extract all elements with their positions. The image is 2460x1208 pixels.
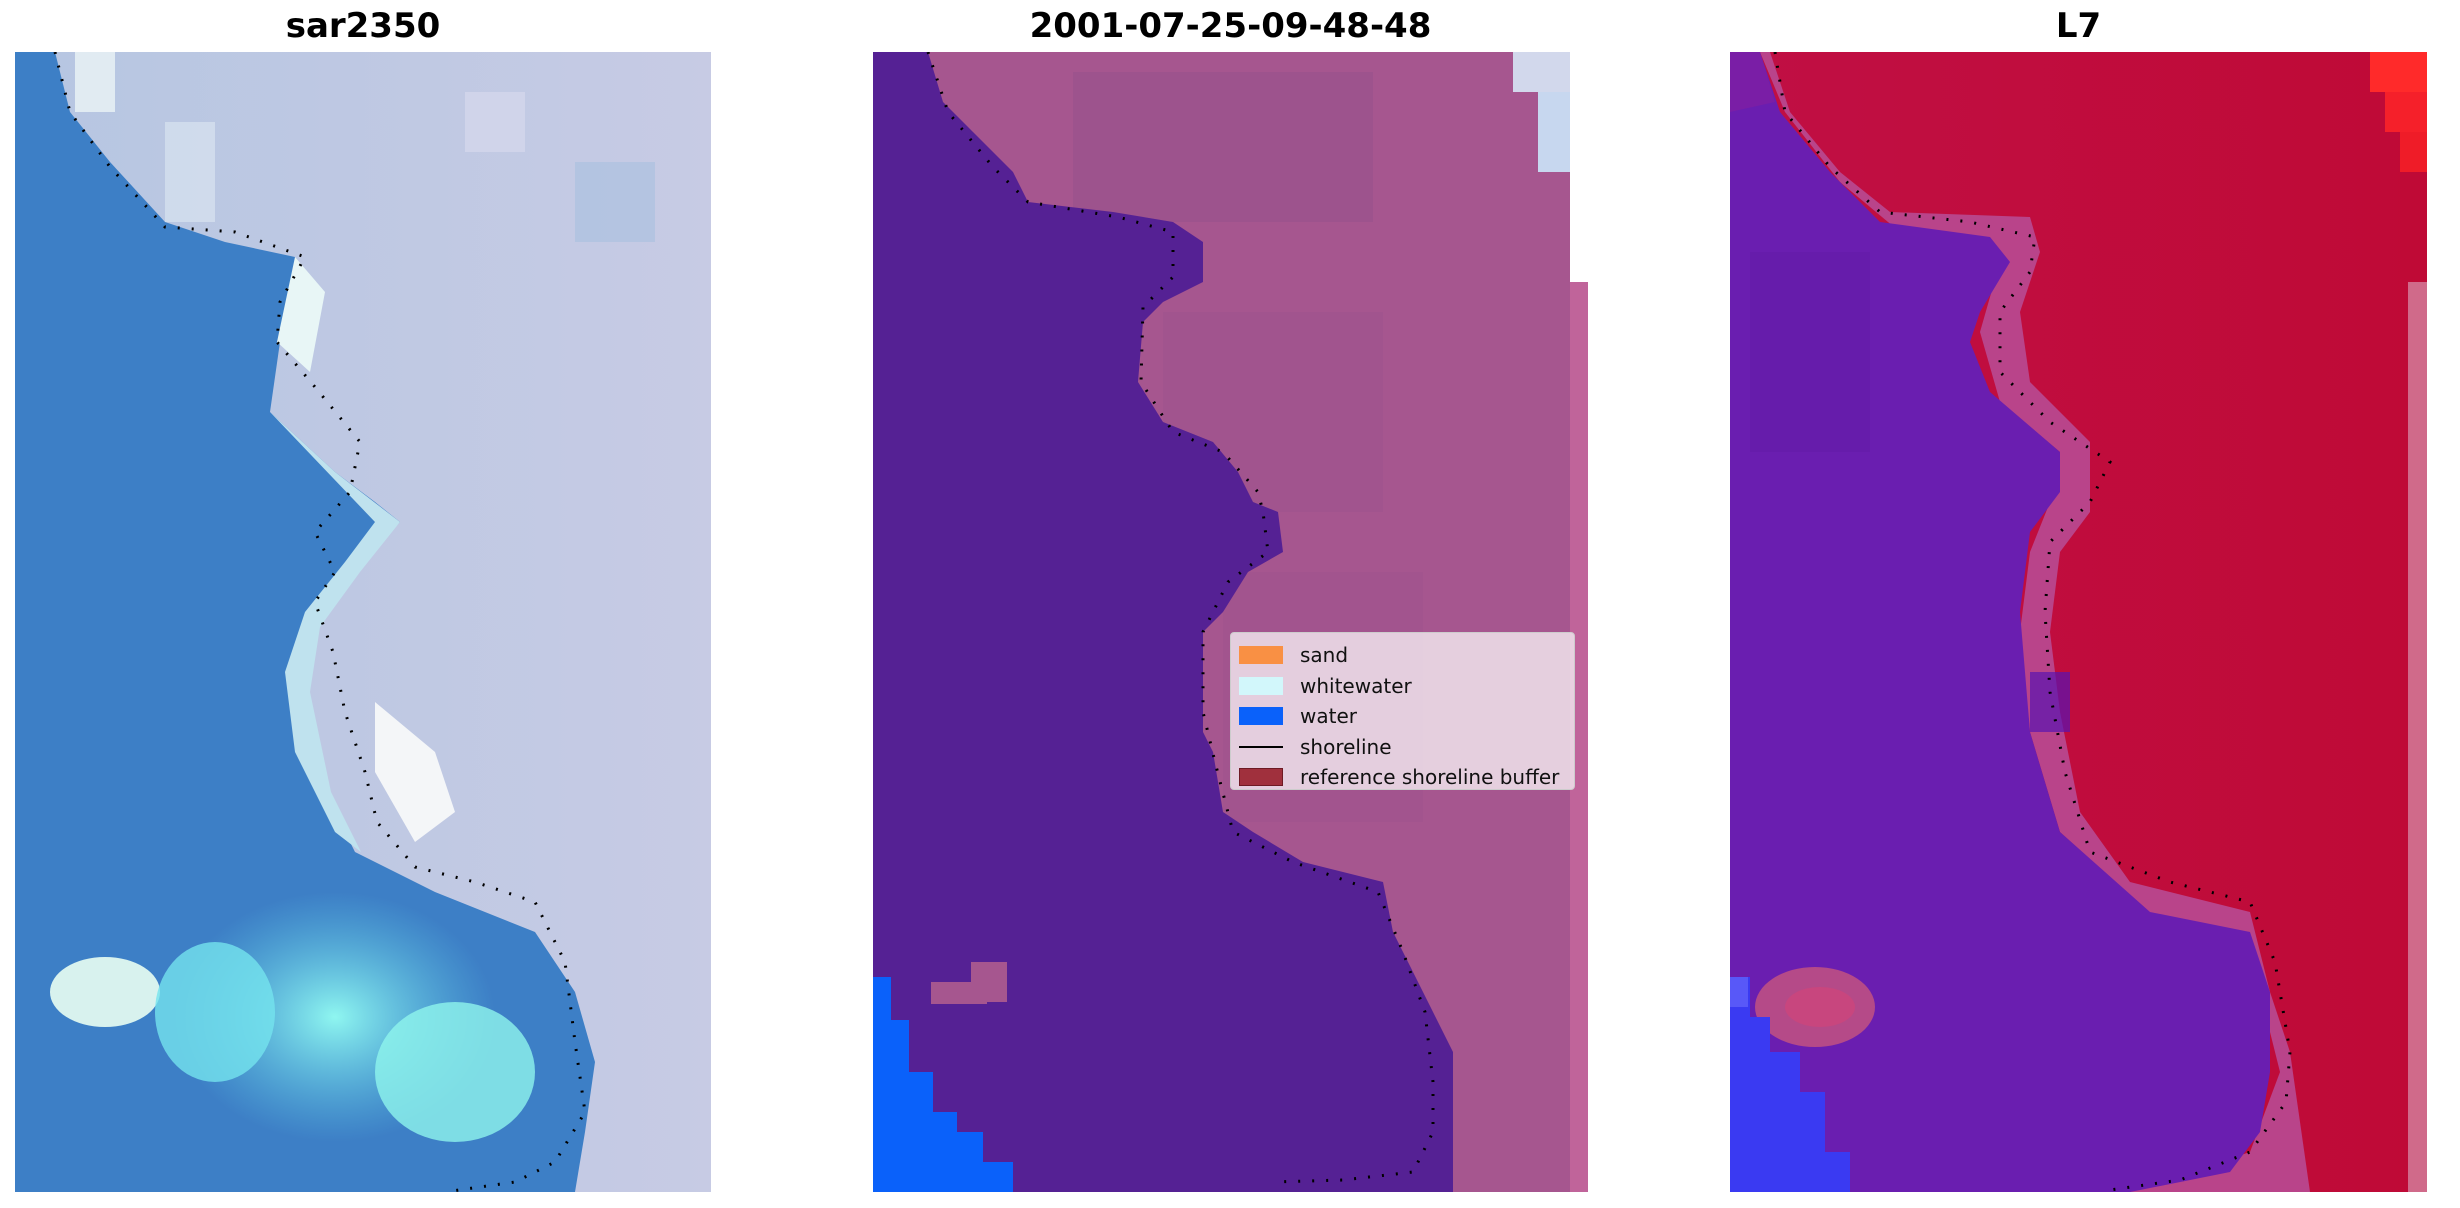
legend-label: shoreline xyxy=(1300,734,1392,759)
legend-item-shoreline: shoreline xyxy=(1239,732,1566,763)
legend-label: whitewater xyxy=(1300,673,1412,698)
legend-swatch-shoreline xyxy=(1239,738,1283,756)
legend-label: water xyxy=(1300,704,1357,729)
legend-item-reference-buffer: reference shoreline buffer xyxy=(1239,762,1566,793)
legend-swatch-sand xyxy=(1239,646,1283,665)
legend-swatch-water xyxy=(1239,707,1283,726)
ndwi-panel xyxy=(1730,52,2427,1192)
panel-title-classification: 2001-07-25-09-48-48 xyxy=(1029,6,1432,46)
legend-item-sand: sand xyxy=(1239,640,1566,671)
legend-item-whitewater: whitewater xyxy=(1239,671,1566,702)
rgb-image xyxy=(15,52,711,1192)
legend: sand whitewater water shoreline referenc… xyxy=(1230,632,1575,790)
legend-swatch-whitewater xyxy=(1239,676,1283,695)
legend-swatch-reference-buffer xyxy=(1239,768,1283,787)
legend-label: sand xyxy=(1300,643,1349,668)
rgb-image-panel xyxy=(15,52,711,1192)
legend-item-water: water xyxy=(1239,701,1566,732)
legend-label: reference shoreline buffer xyxy=(1300,765,1560,790)
classification-panel xyxy=(873,52,1588,1192)
panel-title-rgb: sar2350 xyxy=(285,6,441,46)
panel-title-ndwi: L7 xyxy=(2055,6,2102,46)
ndwi-image xyxy=(1730,52,2427,1192)
classification-image xyxy=(873,52,1588,1192)
